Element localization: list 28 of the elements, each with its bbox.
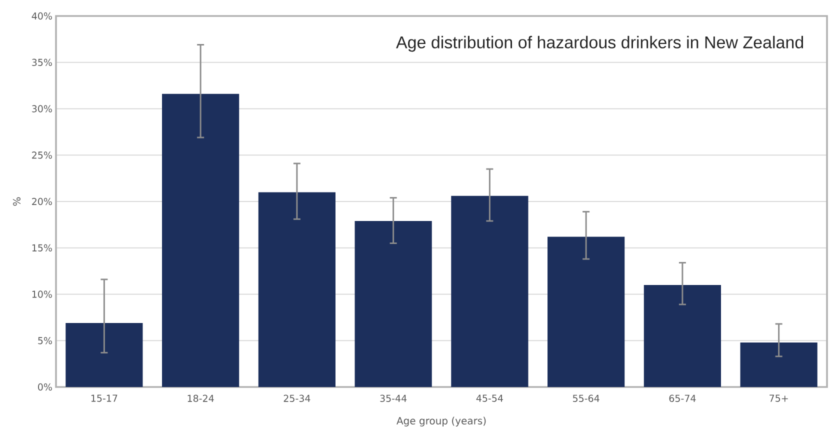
- x-tick-label: 15-17: [91, 394, 118, 402]
- bar: [548, 236, 625, 387]
- bar: [451, 196, 528, 387]
- bar: [644, 284, 721, 387]
- x-tick-label: 18-24: [188, 394, 214, 402]
- y-tick-label: 40%: [32, 12, 52, 20]
- x-tick-label: 25-34: [284, 394, 310, 402]
- bar: [66, 323, 143, 387]
- y-tick-label: 35%: [32, 58, 52, 66]
- bar: [740, 342, 818, 387]
- bar: [354, 220, 432, 387]
- bar: [258, 192, 336, 387]
- bar: [162, 94, 240, 387]
- y-tick-label: 30%: [32, 105, 52, 112]
- y-tick-label: 0%: [38, 383, 52, 391]
- x-tick-label: 65-74: [669, 394, 696, 402]
- y-tick-label: 5%: [38, 337, 52, 344]
- x-axis-title: Age group (years): [396, 416, 486, 426]
- y-axis-title: %: [12, 197, 21, 206]
- x-tick-label: 45-54: [476, 394, 503, 402]
- y-tick-label: 25%: [32, 152, 52, 159]
- y-tick-label: 10%: [32, 290, 52, 298]
- x-tick-label: 55-64: [573, 394, 600, 402]
- y-tick-label: 20%: [32, 198, 52, 206]
- text: Age distribution of hazardous drinkers in New Zealand: [396, 36, 804, 52]
- y-tick-label: 15%: [32, 244, 52, 252]
- x-tick-label: 35-44: [380, 394, 407, 402]
- x-tick-label: 75+: [770, 394, 788, 402]
